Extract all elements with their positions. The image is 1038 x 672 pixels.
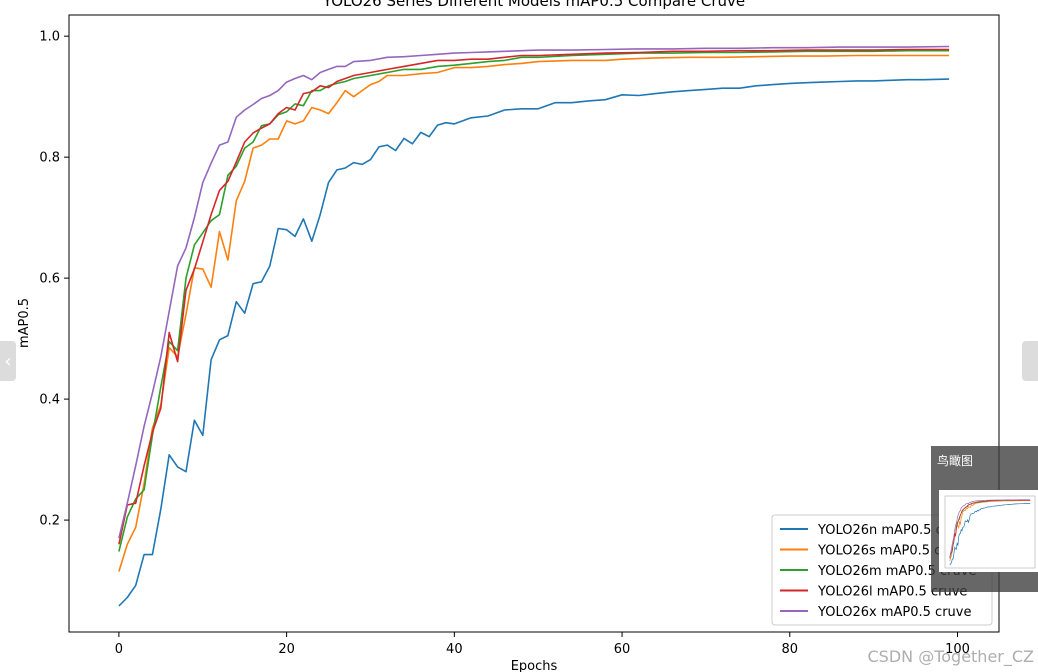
y-tick-label: 1.0 (39, 30, 60, 45)
y-axis-label: mAP0.5 (17, 298, 32, 348)
x-tick-label: 0 (115, 642, 123, 657)
minimap-title: 鸟瞰图 (937, 454, 974, 468)
y-tick-label: 0.4 (39, 393, 60, 408)
minimap-series-line (949, 503, 1031, 566)
x-tick-label: 100 (945, 642, 970, 657)
minimap-chart-preview (944, 495, 1036, 569)
series-line (118, 45, 950, 539)
y-tick-label: 0.6 (39, 272, 60, 287)
series-line (118, 78, 950, 607)
minimap-frame (944, 495, 1036, 569)
x-axis-label: Epochs (511, 659, 558, 672)
watermark: CSDN @Together_CZ (867, 647, 1034, 666)
previous-image-button[interactable]: ‹ (0, 341, 16, 381)
series-line (118, 48, 950, 545)
legend-label: YOLO26l mAP0.5 cruve (817, 585, 967, 600)
minimap-panel[interactable]: 鸟瞰图 (931, 446, 1038, 592)
chevron-left-icon: ‹ (4, 350, 12, 372)
x-tick-label: 20 (278, 642, 295, 657)
minimap-series-line (949, 499, 1031, 559)
next-image-button[interactable] (1022, 341, 1038, 381)
chart-title: YOLO26 Series Different Models mAP0.5 Co… (322, 0, 745, 10)
legend-label: YOLO26x mAP0.5 cruve (817, 605, 971, 620)
x-tick-label: 80 (781, 642, 798, 657)
x-tick-label: 60 (614, 642, 631, 657)
x-tick-label: 40 (446, 642, 463, 657)
minimap-thumbnail[interactable] (939, 490, 1038, 572)
y-tick-label: 0.8 (39, 151, 60, 166)
axis-ticks: 0 20 40 60 80 100 0.2 0.4 0.6 0.8 1.0 (39, 30, 970, 657)
y-tick-label: 0.2 (39, 514, 60, 529)
series-lines (118, 45, 950, 607)
minimap-series-line (949, 499, 1031, 558)
minimap-series-line (949, 499, 1031, 558)
